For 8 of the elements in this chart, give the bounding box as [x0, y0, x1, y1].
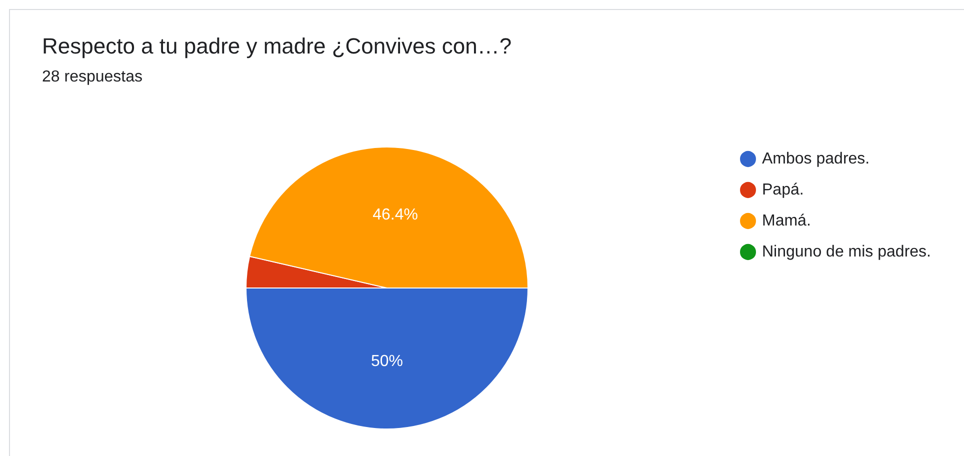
legend-label: Papá.	[762, 182, 804, 198]
chart-title: Respecto a tu padre y madre ¿Convives con…?	[42, 34, 512, 58]
text: 28 respuestas	[42, 68, 143, 86]
data-label: 46.4%	[372, 206, 418, 224]
legend-label: Mamá.	[762, 212, 811, 230]
legend-label: Ninguno de mis padres.	[762, 244, 931, 260]
legend-label: Ambos padres.	[762, 150, 870, 168]
data-label: 50%	[370, 353, 404, 370]
